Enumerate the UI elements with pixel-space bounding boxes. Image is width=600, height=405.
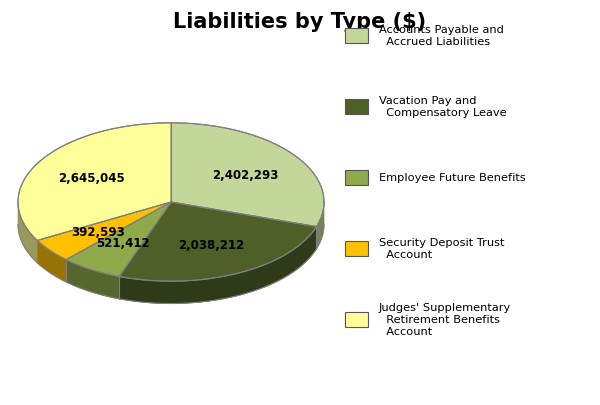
FancyBboxPatch shape — [345, 29, 368, 44]
Text: 392,593: 392,593 — [71, 225, 125, 238]
Text: Employee Future Benefits: Employee Future Benefits — [379, 173, 526, 182]
Text: Accounts Payable and
  Accrued Liabilities: Accounts Payable and Accrued Liabilities — [379, 24, 503, 47]
Polygon shape — [37, 241, 66, 282]
Text: 521,412: 521,412 — [96, 237, 150, 249]
Polygon shape — [119, 202, 316, 281]
FancyBboxPatch shape — [345, 100, 368, 115]
Polygon shape — [37, 202, 171, 260]
Text: 2,402,293: 2,402,293 — [212, 168, 278, 181]
Text: 2,038,212: 2,038,212 — [178, 239, 244, 252]
Polygon shape — [171, 124, 324, 227]
Text: Liabilities by Type ($): Liabilities by Type ($) — [173, 12, 427, 32]
Text: Vacation Pay and
  Compensatory Leave: Vacation Pay and Compensatory Leave — [379, 95, 506, 118]
Polygon shape — [66, 260, 119, 299]
Polygon shape — [18, 124, 171, 241]
Polygon shape — [18, 203, 37, 263]
Text: 2,645,045: 2,645,045 — [59, 172, 125, 185]
FancyBboxPatch shape — [345, 312, 368, 328]
FancyBboxPatch shape — [345, 171, 368, 186]
Polygon shape — [66, 202, 171, 277]
Polygon shape — [316, 203, 324, 249]
FancyBboxPatch shape — [345, 241, 368, 257]
Text: Judges' Supplementary
  Retirement Benefits
  Account: Judges' Supplementary Retirement Benefit… — [379, 302, 511, 337]
Text: Security Deposit Trust
  Account: Security Deposit Trust Account — [379, 237, 504, 260]
Polygon shape — [119, 227, 316, 304]
